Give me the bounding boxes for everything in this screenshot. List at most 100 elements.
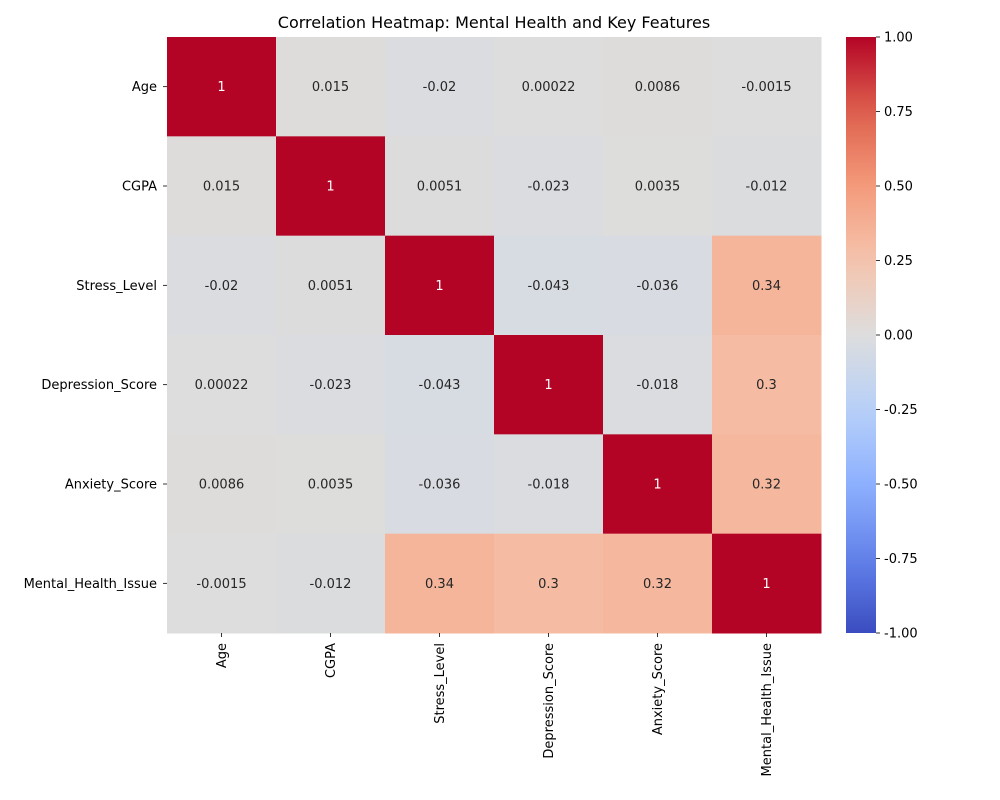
heatmap-cell: [712, 533, 822, 634]
cell-value-label: -0.036: [419, 478, 461, 493]
cell-value-label: -0.043: [528, 279, 570, 294]
cell-value-label: 1: [326, 180, 334, 195]
heatmap-cell: [494, 37, 604, 137]
heatmap-cell: [494, 136, 604, 237]
colorbar-tick-label: -1.00: [884, 627, 918, 642]
colorbar-tick-label: -0.25: [884, 403, 918, 418]
heatmap-cell: [167, 434, 277, 535]
column-tick-label: Depression_Score: [542, 643, 557, 759]
heatmap-cell: [276, 235, 386, 336]
cell-value-label: 1: [217, 80, 225, 95]
heatmap-cell: [276, 335, 386, 435]
heatmap-cell: [385, 434, 495, 535]
cell-value-label: -0.036: [637, 279, 679, 294]
column-tick-label: Age: [215, 643, 230, 668]
chart-title: Correlation Heatmap: Mental Health and K…: [278, 13, 710, 32]
cell-value-label: 0.0051: [417, 180, 463, 195]
cell-value-label: 1: [544, 378, 552, 393]
heatmap-cell: [276, 37, 386, 137]
heatmap-cell: [712, 434, 822, 535]
cell-value-label: 0.015: [312, 80, 349, 95]
column-tick-label: Anxiety_Score: [651, 643, 666, 735]
cell-value-label: -0.023: [528, 180, 570, 195]
cell-value-label: 0.3: [756, 378, 777, 393]
heatmap-cell: [385, 533, 495, 634]
heatmap-cell: [603, 434, 713, 535]
cell-value-label: -0.0015: [196, 577, 246, 592]
cell-value-label: -0.023: [310, 378, 352, 393]
cell-value-label: 0.32: [752, 478, 781, 493]
cell-value-label: -0.02: [423, 80, 457, 95]
cell-value-label: -0.012: [746, 180, 788, 195]
heatmap-cell: [167, 335, 277, 435]
heatmap-cell: [603, 37, 713, 137]
cell-value-label: 0.0086: [635, 80, 681, 95]
column-tick-label: CGPA: [324, 643, 339, 678]
heatmap-cells: 1 0.015 -0.02 0.00022 0.0086 -0.0015 0.015 1 0.0…: [167, 37, 822, 634]
row-tick-label: Age: [132, 80, 157, 95]
colorbar-tick-label: -0.75: [884, 552, 918, 567]
heatmap-cell: [385, 136, 495, 237]
heatmap-cell: [603, 235, 713, 336]
cell-value-label: -0.043: [419, 378, 461, 393]
heatmap-cell: [494, 335, 604, 435]
row-tick-label: Mental_Health_Issue: [24, 577, 157, 592]
row-tick-label: Anxiety_Score: [65, 478, 157, 493]
heatmap-cell: [494, 533, 604, 634]
heatmap-cell: [276, 533, 386, 634]
row-tick-labels: Age CGPA Stress_Level Depression_Score Anxie…: [24, 80, 167, 592]
colorbar-tick-label: 0.75: [884, 105, 913, 120]
cell-value-label: 0.00022: [195, 378, 249, 393]
colorbar-tick-label: 0.50: [884, 180, 913, 195]
cell-value-label: 1: [762, 577, 770, 592]
column-tick-labels: Age CGPA Stress_Level Depression_Score Anxie…: [215, 633, 775, 776]
cell-value-label: 0.34: [752, 279, 781, 294]
heatmap-cell: [603, 136, 713, 237]
heatmap-cell: [276, 136, 386, 237]
cell-value-label: 0.015: [203, 180, 240, 195]
row-tick-label: Stress_Level: [76, 279, 157, 294]
colorbar-tick-label: 0.25: [884, 254, 913, 269]
row-tick-label: Depression_Score: [41, 378, 157, 393]
heatmap-cell: [276, 434, 386, 535]
heatmap-cell: [494, 434, 604, 535]
colorbar-tick-label: 0.00: [884, 329, 913, 344]
heatmap-cell: [712, 335, 822, 435]
cell-value-label: 0.3: [538, 577, 559, 592]
heatmap-cell: [494, 235, 604, 336]
heatmap-cell: [603, 335, 713, 435]
row-tick-label: CGPA: [122, 180, 157, 195]
cell-value-label: 0.0051: [308, 279, 354, 294]
heatmap-cell: [167, 235, 277, 336]
colorbar-tick-label: -0.50: [884, 478, 918, 493]
cell-value-label: -0.018: [528, 478, 570, 493]
column-tick-label: Stress_Level: [433, 643, 448, 724]
heatmap-cell: [712, 235, 822, 336]
colorbar-tick-label: 1.00: [884, 31, 913, 46]
heatmap-cell: [385, 335, 495, 435]
heatmap-cell: [167, 37, 277, 137]
cell-value-label: 0.0035: [635, 180, 681, 195]
cell-value-label: 0.32: [643, 577, 672, 592]
heatmap-cell: [712, 37, 822, 137]
cell-value-label: 1: [435, 279, 443, 294]
cell-value-label: 0.34: [425, 577, 454, 592]
column-tick-label: Mental_Health_Issue: [760, 643, 775, 776]
colorbar-gradient: [846, 37, 876, 633]
colorbar: 1.00 0.75 0.50 0.25 0.00 -0.25 -0.50 -0.75 -1.00: [846, 31, 918, 642]
cell-value-label: -0.02: [205, 279, 239, 294]
heatmap-cell: [167, 136, 277, 237]
cell-value-label: 0.0035: [308, 478, 354, 493]
cell-value-label: 1: [653, 478, 661, 493]
cell-value-label: 0.00022: [522, 80, 576, 95]
cell-value-label: -0.012: [310, 577, 352, 592]
heatmap-cell: [712, 136, 822, 237]
cell-value-label: -0.0015: [741, 80, 791, 95]
cell-value-label: -0.018: [637, 378, 679, 393]
heatmap-cell: [385, 37, 495, 137]
heatmap-cell: [167, 533, 277, 634]
heatmap-cell: [603, 533, 713, 634]
heatmap-cell: [385, 235, 495, 336]
cell-value-label: 0.0086: [199, 478, 245, 493]
